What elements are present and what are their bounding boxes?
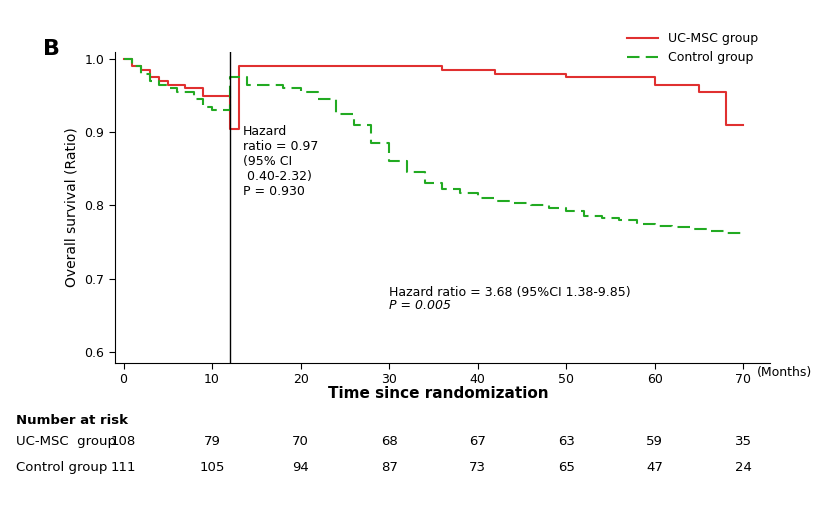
Text: 70: 70 xyxy=(292,435,309,448)
Text: 59: 59 xyxy=(646,435,663,448)
Text: 65: 65 xyxy=(558,461,575,474)
Text: 67: 67 xyxy=(469,435,486,448)
Text: (Months): (Months) xyxy=(757,366,812,379)
Text: 24: 24 xyxy=(735,461,752,474)
Text: Control group: Control group xyxy=(16,461,108,474)
Text: Hazard
ratio = 0.97
(95% CI
 0.40-2.32)
P = 0.930: Hazard ratio = 0.97 (95% CI 0.40-2.32) P… xyxy=(243,125,319,198)
Text: B: B xyxy=(43,39,60,60)
Text: Number at risk: Number at risk xyxy=(16,414,129,427)
Text: Hazard ratio = 3.68 (95%CI 1.38-9.85): Hazard ratio = 3.68 (95%CI 1.38-9.85) xyxy=(389,286,631,299)
Text: 79: 79 xyxy=(204,435,220,448)
Text: P = 0.005: P = 0.005 xyxy=(389,299,451,312)
Text: 35: 35 xyxy=(735,435,752,448)
Text: 63: 63 xyxy=(558,435,575,448)
Y-axis label: Overall survival (Ratio): Overall survival (Ratio) xyxy=(65,127,79,287)
Text: UC-MSC  group: UC-MSC group xyxy=(16,435,116,448)
Text: 68: 68 xyxy=(381,435,397,448)
Legend: UC-MSC group, Control group: UC-MSC group, Control group xyxy=(622,27,763,69)
Text: 47: 47 xyxy=(646,461,663,474)
Text: 94: 94 xyxy=(292,461,309,474)
Text: Time since randomization: Time since randomization xyxy=(328,386,549,401)
Text: 87: 87 xyxy=(381,461,397,474)
Text: 111: 111 xyxy=(111,461,136,474)
Text: 105: 105 xyxy=(199,461,224,474)
Text: 108: 108 xyxy=(111,435,136,448)
Text: 73: 73 xyxy=(469,461,486,474)
